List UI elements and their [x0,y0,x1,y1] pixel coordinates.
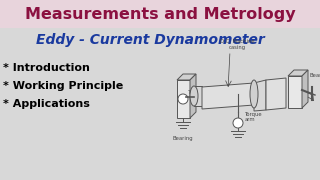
Circle shape [178,94,188,104]
Text: * Working Principle: * Working Principle [3,81,123,91]
Polygon shape [190,74,196,118]
FancyBboxPatch shape [0,0,320,28]
Polygon shape [194,86,202,106]
Text: T: T [188,91,190,96]
Text: * Applications: * Applications [3,99,90,109]
Polygon shape [288,70,308,76]
Ellipse shape [250,80,258,108]
Polygon shape [288,76,302,108]
Text: Bearing: Bearing [173,136,193,141]
Polygon shape [202,83,254,109]
Ellipse shape [190,86,198,106]
Text: Bearing: Bearing [310,73,320,78]
Polygon shape [254,80,266,111]
Text: D.C. Machine
casing: D.C. Machine casing [220,39,254,50]
Polygon shape [266,78,286,110]
Text: Eddy - Current Dynamometer: Eddy - Current Dynamometer [36,33,264,47]
Text: Torque
arm: Torque arm [245,112,263,122]
Polygon shape [302,70,308,108]
Polygon shape [177,74,196,80]
Text: Measurements and Metrology: Measurements and Metrology [25,6,295,21]
Text: * Introduction: * Introduction [3,63,90,73]
Polygon shape [177,80,190,118]
Circle shape [233,118,243,128]
